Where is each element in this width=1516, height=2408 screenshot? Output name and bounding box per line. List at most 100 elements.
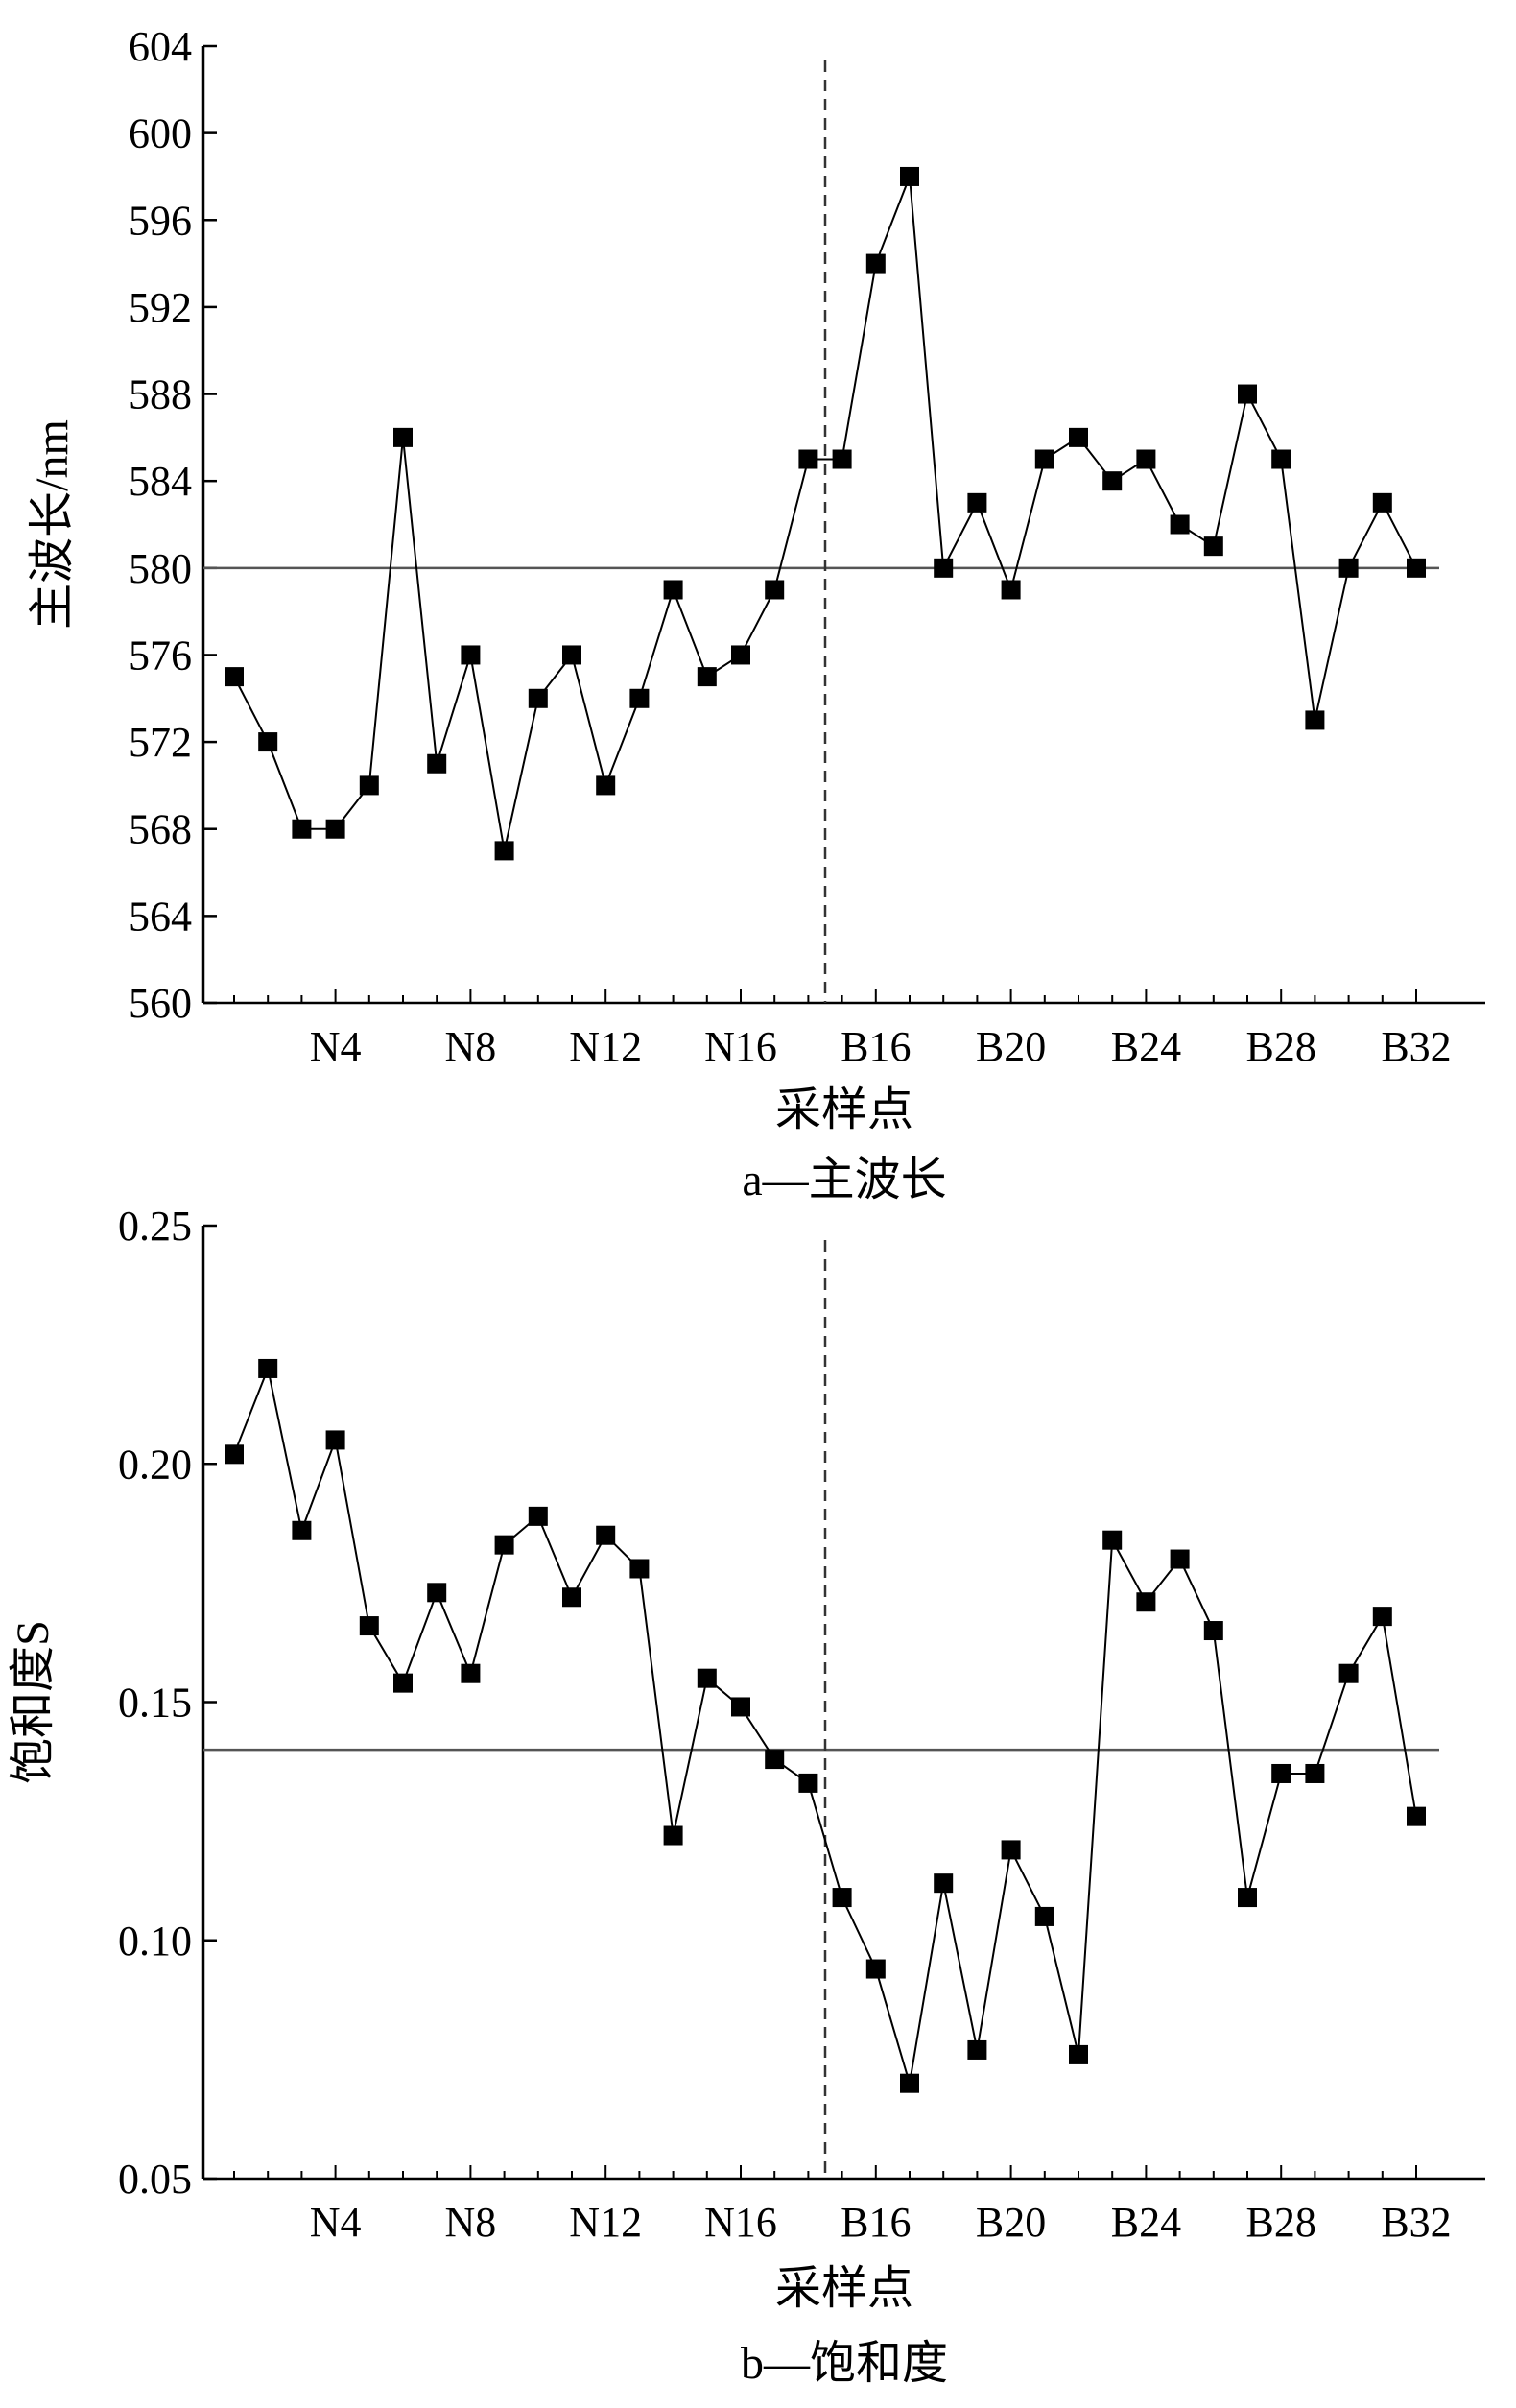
x-tick-label: N16 <box>704 1023 777 1070</box>
data-point-N17 <box>765 580 785 600</box>
data-point-N12 <box>596 775 616 796</box>
y-tick-label: 576 <box>129 632 192 679</box>
data-point-N11 <box>562 645 581 665</box>
chart-panel-a: 560 564 568 572 576 580 584 588 592 596 600 604 N4 N8… <box>27 23 1485 1205</box>
data-point-N10 <box>528 688 548 708</box>
data-point-B32 <box>1407 558 1426 578</box>
data-point-N16 <box>731 645 750 665</box>
chart-title: a—主波长 <box>742 1155 946 1205</box>
x-tick-label: N8 <box>445 1023 497 1070</box>
data-point-B21 <box>1034 449 1054 469</box>
data-point-N8 <box>461 645 481 665</box>
y-tick-label: 580 <box>129 545 192 592</box>
data-point-B21 <box>1034 1906 1054 1926</box>
x-tick-label: B16 <box>841 2199 911 2246</box>
x-tick-label: B32 <box>1381 1023 1451 1070</box>
data-point-N7 <box>427 753 447 774</box>
data-point-B19 <box>967 492 987 513</box>
y-tick-label: 0.10 <box>118 1918 192 1965</box>
x-tick-label: N12 <box>569 2199 642 2246</box>
data-point-B22 <box>1069 2044 1088 2064</box>
chart-title: b—饱和度 <box>741 2338 948 2389</box>
data-point-B28 <box>1271 449 1291 469</box>
data-point-N1 <box>225 667 244 687</box>
x-tick-label: B24 <box>1111 1023 1181 1070</box>
data-point-N3 <box>292 819 312 839</box>
x-tick-label: B16 <box>841 1023 911 1070</box>
chart-panel-b: 0.05 0.10 0.15 0.20 0.25 N4 N8 N12 N16 B16 B20 B24 B… <box>8 1203 1485 2389</box>
series-line <box>233 1365 1417 2084</box>
data-point-N15 <box>697 1668 717 1688</box>
data-point-B27 <box>1238 1888 1257 1908</box>
y-axis-label: 饱和度S <box>8 1620 59 1784</box>
x-axis-label: 采样点 <box>775 1085 913 1135</box>
data-point-N18 <box>798 449 818 469</box>
data-point-N13 <box>629 688 650 708</box>
data-point-B26 <box>1203 1621 1223 1641</box>
data-point-B27 <box>1238 384 1257 404</box>
x-axis-label: 采样点 <box>775 2263 913 2314</box>
data-point-B29 <box>1305 710 1325 730</box>
y-tick-label: 572 <box>129 719 192 766</box>
data-point-N13 <box>629 1559 650 1579</box>
data-point-B22 <box>1069 427 1088 447</box>
data-point-B15 <box>832 1888 852 1908</box>
x-tick-label: B28 <box>1246 1023 1316 1070</box>
data-point-N18 <box>798 1773 818 1793</box>
y-tick-label: 564 <box>129 893 192 940</box>
data-point-N3 <box>292 1520 312 1540</box>
data-point-B16 <box>865 253 886 274</box>
x-tick-label: N16 <box>704 2199 777 2246</box>
data-point-N6 <box>393 1673 413 1693</box>
data-point-B23 <box>1102 1530 1123 1550</box>
y-tick-label: 560 <box>129 980 192 1027</box>
data-point-N4 <box>325 1430 345 1450</box>
y-tick-label: 584 <box>129 458 192 505</box>
data-point-N1 <box>225 1444 244 1465</box>
data-point-N11 <box>562 1587 581 1608</box>
data-point-B20 <box>1001 580 1021 600</box>
data-point-N5 <box>359 1616 379 1636</box>
x-tick-label: N8 <box>445 2199 497 2246</box>
y-tick-label: 0.20 <box>118 1441 192 1488</box>
data-point-B25 <box>1170 1549 1190 1569</box>
data-point-B26 <box>1203 536 1223 557</box>
y-tick-label: 0.15 <box>118 1680 192 1727</box>
y-tick-label: 592 <box>129 284 192 331</box>
series-line <box>233 176 1417 851</box>
x-tick-label: B28 <box>1246 2199 1316 2246</box>
data-point-N15 <box>697 667 717 687</box>
data-point-B28 <box>1271 1763 1291 1783</box>
y-tick-label: 604 <box>129 23 192 70</box>
x-tick-label: B20 <box>976 1023 1046 1070</box>
data-point-B32 <box>1407 1806 1426 1826</box>
data-point-B16 <box>865 1959 886 1979</box>
data-point-B23 <box>1102 471 1123 491</box>
data-point-N10 <box>528 1506 548 1526</box>
x-tick-label: B20 <box>976 2199 1046 2246</box>
data-point-N7 <box>427 1583 447 1603</box>
data-point-B31 <box>1372 1607 1392 1627</box>
data-point-B18 <box>934 558 954 578</box>
y-tick-label: 600 <box>129 110 192 157</box>
data-point-N9 <box>494 841 514 861</box>
data-point-N14 <box>663 1825 683 1846</box>
data-point-B18 <box>934 1873 954 1894</box>
data-point-B24 <box>1136 449 1156 469</box>
data-point-B19 <box>967 2039 987 2060</box>
x-tick-label: B24 <box>1111 2199 1181 2246</box>
data-point-N4 <box>325 819 345 839</box>
data-point-N17 <box>765 1750 785 1770</box>
x-tick-label: B32 <box>1381 2199 1451 2246</box>
data-point-B30 <box>1338 558 1359 578</box>
data-point-B17 <box>900 2073 919 2093</box>
y-tick-label: 596 <box>129 197 192 244</box>
data-point-B20 <box>1001 1840 1021 1860</box>
data-point-N2 <box>258 732 278 752</box>
data-point-B31 <box>1372 492 1392 513</box>
x-tick-label: N4 <box>310 2199 362 2246</box>
y-tick-label: 0.05 <box>118 2156 192 2203</box>
data-point-B25 <box>1170 514 1190 535</box>
data-point-B24 <box>1136 1592 1156 1612</box>
